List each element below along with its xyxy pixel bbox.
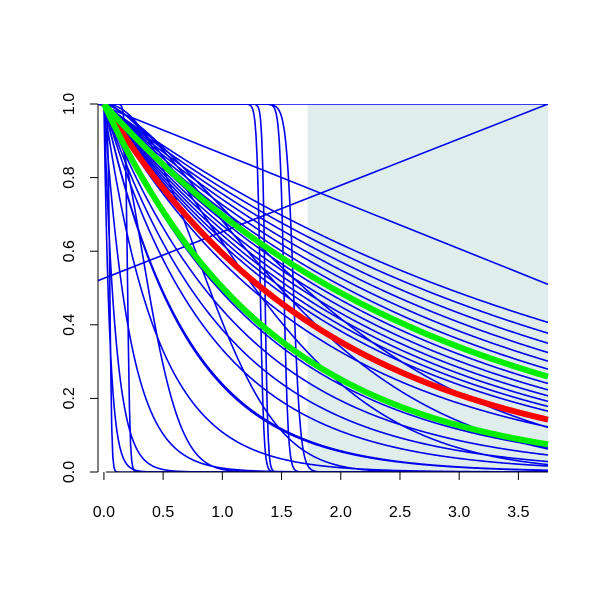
y-tick-label: 0.8 — [61, 166, 78, 188]
green-curve-39 — [101, 104, 550, 380]
x-tick-label: 1.0 — [211, 504, 233, 521]
y-tick-label: 0.2 — [61, 387, 78, 409]
x-tick-label: 0.0 — [93, 504, 115, 521]
x-tick-label: 2.5 — [389, 504, 411, 521]
axes: 0.0 0.5 1.0 1.5 2.0 2.5 3.0 3.5 0.0 0.2 0.4 0.6 0.8… — [61, 93, 548, 521]
red-curve-38 — [101, 104, 550, 423]
y-tick-label: 0.0 — [61, 461, 78, 483]
blue-curve-9 — [103, 104, 549, 397]
x-tick-label: 3.0 — [448, 504, 470, 521]
y-tick-label: 0.4 — [61, 314, 78, 336]
blue-curve-13 — [103, 104, 549, 428]
blue-curve-10 — [103, 104, 549, 403]
blue-curve-28 — [103, 104, 548, 472]
plot-area — [98, 104, 550, 472]
blue-curve-22 — [103, 104, 549, 472]
blue-curve-4 — [103, 104, 549, 362]
green-curve-40 — [101, 104, 550, 448]
y-tick-label: 0.6 — [61, 240, 78, 262]
x-tick-label: 1.5 — [270, 504, 292, 521]
x-tick-label: 0.5 — [152, 504, 174, 521]
blue-curve-16 — [103, 104, 549, 463]
x-tick-label: 3.5 — [507, 504, 529, 521]
blue-curve-1 — [103, 104, 549, 324]
blue-curve-17 — [103, 104, 549, 467]
blue-curve-35 — [98, 104, 549, 282]
blue-curve-8 — [103, 104, 549, 391]
x-tick-label: 2.0 — [330, 504, 352, 521]
blue-curve-36 — [98, 104, 549, 286]
x-axis-ticks: 0.0 0.5 1.0 1.5 2.0 2.5 3.0 3.5 — [93, 472, 530, 521]
blue-curve-0 — [103, 104, 549, 334]
y-axis-ticks: 0.0 0.2 0.4 0.6 0.8 1.0 — [61, 93, 98, 483]
blue-curve-11 — [103, 104, 549, 408]
blue-curve-15 — [103, 104, 549, 456]
y-tick-label: 1.0 — [61, 93, 78, 115]
blue-curve-12 — [103, 104, 549, 412]
